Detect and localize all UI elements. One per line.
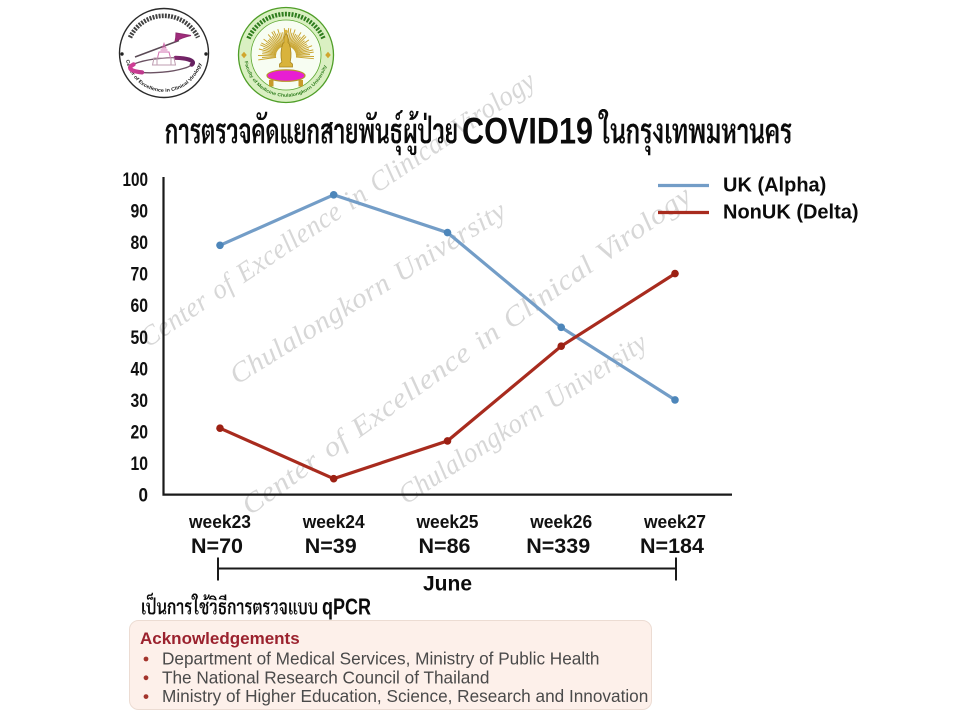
svg-text:60: 60 xyxy=(131,296,149,317)
svg-text:Department of Medical Services: Department of Medical Services, Ministry… xyxy=(162,649,600,669)
svg-text:100: 100 xyxy=(123,170,149,191)
svg-text:20: 20 xyxy=(131,422,149,443)
svg-text:90: 90 xyxy=(131,202,149,223)
svg-text:70: 70 xyxy=(131,265,149,286)
svg-text:N=70: N=70 xyxy=(191,534,243,558)
svg-text:Chulalongkorn University: Chulalongkorn University xyxy=(393,327,653,511)
svg-text:80: 80 xyxy=(131,233,149,254)
svg-text:N=86: N=86 xyxy=(419,534,471,558)
svg-text:Acknowledgements: Acknowledgements xyxy=(140,629,300,648)
svg-text:N=339: N=339 xyxy=(526,534,590,558)
svg-text:The National Research Council: The National Research Council of Thailan… xyxy=(162,667,489,687)
svg-text:10: 10 xyxy=(131,454,149,475)
svg-text:N=39: N=39 xyxy=(305,534,357,558)
svg-text:week27: week27 xyxy=(643,511,706,532)
svg-text:COVID19: COVID19 xyxy=(462,111,593,152)
svg-text:50: 50 xyxy=(131,328,149,349)
svg-text:week24: week24 xyxy=(302,511,366,532)
svg-text:N=184: N=184 xyxy=(640,534,704,558)
svg-text:week26: week26 xyxy=(529,511,592,532)
svg-text:40: 40 xyxy=(131,359,149,380)
svg-text:0: 0 xyxy=(139,486,149,507)
svg-text:qPCR: qPCR xyxy=(322,594,371,620)
svg-text:Ministry of Higher Education,: Ministry of Higher Education, Science, R… xyxy=(162,686,648,706)
svg-text:30: 30 xyxy=(131,391,149,412)
svg-text:week23: week23 xyxy=(188,511,251,532)
svg-text:NonUK (Delta): NonUK (Delta) xyxy=(723,202,859,224)
svg-text:week25: week25 xyxy=(416,511,479,532)
svg-text:June: June xyxy=(423,573,472,596)
svg-text:UK (Alpha): UK (Alpha) xyxy=(723,175,826,197)
